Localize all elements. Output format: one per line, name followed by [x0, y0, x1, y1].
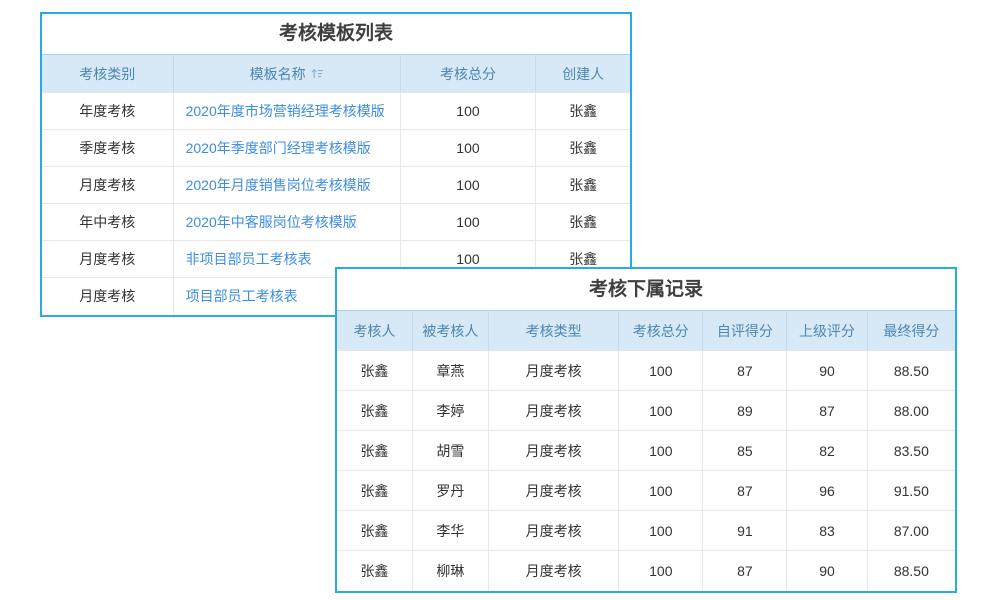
- template-link[interactable]: 非项目部员工考核表: [185, 251, 312, 267]
- cell-total: 100: [618, 390, 703, 431]
- cell-category: 年中考核: [42, 203, 174, 241]
- cell-type: 月度考核: [487, 470, 619, 511]
- cell-self-score: 87: [702, 470, 787, 511]
- col-header-assessee: 被考核人: [411, 310, 489, 351]
- cell-template-name: 2020年月度销售岗位考核模版: [172, 166, 401, 204]
- cell-total: 100: [618, 470, 703, 511]
- template-row: 季度考核 2020年季度部门经理考核模版 100 张鑫: [42, 129, 630, 167]
- record-row: 张鑫 章燕 月度考核 100 87 90 88.50: [337, 350, 955, 391]
- cell-final-score: 88.50: [866, 350, 955, 391]
- col-header-category: 考核类别: [42, 54, 174, 93]
- cell-creator: 张鑫: [535, 92, 630, 130]
- cell-template-name: 2020年季度部门经理考核模版: [172, 129, 401, 167]
- template-row: 月度考核 2020年月度销售岗位考核模版 100 张鑫: [42, 166, 630, 204]
- cell-total-score: 100: [399, 92, 536, 130]
- cell-final-score: 88.00: [866, 390, 955, 431]
- cell-template-name: 2020年度市场营销经理考核模版: [172, 92, 401, 130]
- sort-icon[interactable]: [311, 67, 324, 83]
- cell-total-score: 100: [399, 129, 536, 167]
- cell-creator: 张鑫: [535, 166, 630, 204]
- cell-type: 月度考核: [487, 430, 619, 471]
- cell-assessee: 章燕: [411, 350, 489, 391]
- cell-creator: 张鑫: [535, 203, 630, 241]
- col-header-creator: 创建人: [535, 54, 630, 93]
- cell-assessor: 张鑫: [337, 470, 413, 511]
- template-link[interactable]: 2020年月度销售岗位考核模版: [185, 177, 371, 193]
- cell-type: 月度考核: [487, 550, 619, 591]
- record-row: 张鑫 罗丹 月度考核 100 87 96 91.50: [337, 470, 955, 511]
- record-row: 张鑫 李华 月度考核 100 91 83 87.00: [337, 510, 955, 551]
- cell-self-score: 87: [702, 350, 787, 391]
- col-header-template-name[interactable]: 模板名称: [172, 54, 401, 93]
- cell-type: 月度考核: [487, 350, 619, 391]
- template-row: 年中考核 2020年中客服岗位考核模版 100 张鑫: [42, 203, 630, 241]
- cell-assessee: 胡雪: [411, 430, 489, 471]
- record-table-title: 考核下属记录: [588, 279, 703, 300]
- cell-final-score: 83.50: [866, 430, 955, 471]
- cell-type: 月度考核: [487, 510, 619, 551]
- cell-assessee: 李华: [411, 510, 489, 551]
- cell-superior-score: 82: [786, 430, 868, 471]
- cell-self-score: 85: [702, 430, 787, 471]
- cell-superior-score: 90: [786, 350, 868, 391]
- cell-total: 100: [618, 430, 703, 471]
- cell-category: 季度考核: [42, 129, 174, 167]
- template-link[interactable]: 项目部员工考核表: [185, 288, 298, 305]
- cell-assessor: 张鑫: [360, 362, 389, 379]
- cell-final-score: 91.50: [866, 470, 955, 511]
- cell-template-name: 2020年中客服岗位考核模版: [172, 203, 401, 241]
- cell-assessor: 张鑫: [337, 550, 413, 591]
- col-header-self-score: 自评得分: [702, 310, 787, 351]
- col-header-assessor: 考核人: [337, 310, 413, 351]
- template-table-header-row: 考核类别 模板名称 考核总分 创建人: [42, 54, 630, 93]
- template-table-title: 考核模板列表: [278, 23, 393, 44]
- record-row: 张鑫 柳琳 月度考核 100 87 90 88.50: [337, 550, 955, 591]
- cell-total: 100: [618, 510, 703, 551]
- template-link[interactable]: 2020年度市场营销经理考核模版: [185, 103, 385, 119]
- cell-type: 月度考核: [487, 390, 619, 431]
- cell-superior-score: 96: [786, 470, 868, 511]
- record-row: 张鑫 李婷 月度考核 100 89 87 88.00: [337, 390, 955, 431]
- col-header-type: 考核类型: [487, 310, 619, 351]
- cell-superior-score: 90: [786, 550, 868, 591]
- col-header-total-score: 考核总分: [399, 54, 536, 93]
- cell-superior-score: 83: [786, 510, 868, 551]
- cell-category: 年度考核: [79, 103, 136, 119]
- col-header-total: 考核总分: [618, 310, 703, 351]
- col-header-final-score: 最终得分: [866, 310, 955, 351]
- template-link[interactable]: 2020年中客服岗位考核模版: [185, 214, 357, 230]
- cell-self-score: 87: [702, 550, 787, 591]
- cell-assessor: 张鑫: [337, 390, 413, 431]
- cell-total-score: 100: [399, 166, 536, 204]
- cell-total-score: 100: [399, 203, 536, 241]
- record-table-card: 考核下属记录 考核人 被考核人 考核类型 考核总分 自评得分 上级评分 最终得分…: [335, 267, 957, 593]
- cell-final-score: 88.50: [866, 550, 955, 591]
- cell-category: 月度考核: [42, 240, 174, 278]
- col-header-superior-score: 上级评分: [786, 310, 868, 351]
- template-row: 年度考核 2020年度市场营销经理考核模版 100 张鑫: [42, 92, 630, 130]
- record-row: 张鑫 胡雪 月度考核 100 85 82 83.50: [337, 430, 955, 471]
- cell-assessor: 张鑫: [337, 510, 413, 551]
- cell-self-score: 89: [702, 390, 787, 431]
- cell-total: 100: [618, 350, 703, 391]
- cell-template-name: 非项目部员工考核表: [172, 240, 401, 278]
- cell-total: 100: [618, 550, 703, 591]
- cell-final-score: 87.00: [866, 510, 955, 551]
- cell-assessee: 柳琳: [411, 550, 489, 591]
- cell-assessor: 张鑫: [337, 430, 413, 471]
- cell-assessee: 李婷: [411, 390, 489, 431]
- record-table: 考核人 被考核人 考核类型 考核总分 自评得分 上级评分 最终得分 张鑫 章燕 …: [337, 310, 955, 591]
- template-link[interactable]: 2020年季度部门经理考核模版: [185, 140, 371, 156]
- cell-category: 月度考核: [42, 277, 174, 315]
- cell-assessee: 罗丹: [411, 470, 489, 511]
- cell-category: 月度考核: [42, 166, 174, 204]
- cell-superior-score: 87: [786, 390, 868, 431]
- cell-self-score: 91: [702, 510, 787, 551]
- record-table-header-row: 考核人 被考核人 考核类型 考核总分 自评得分 上级评分 最终得分: [337, 310, 955, 351]
- cell-creator: 张鑫: [535, 129, 630, 167]
- col-header-template-name-label: 模板名称: [249, 65, 306, 82]
